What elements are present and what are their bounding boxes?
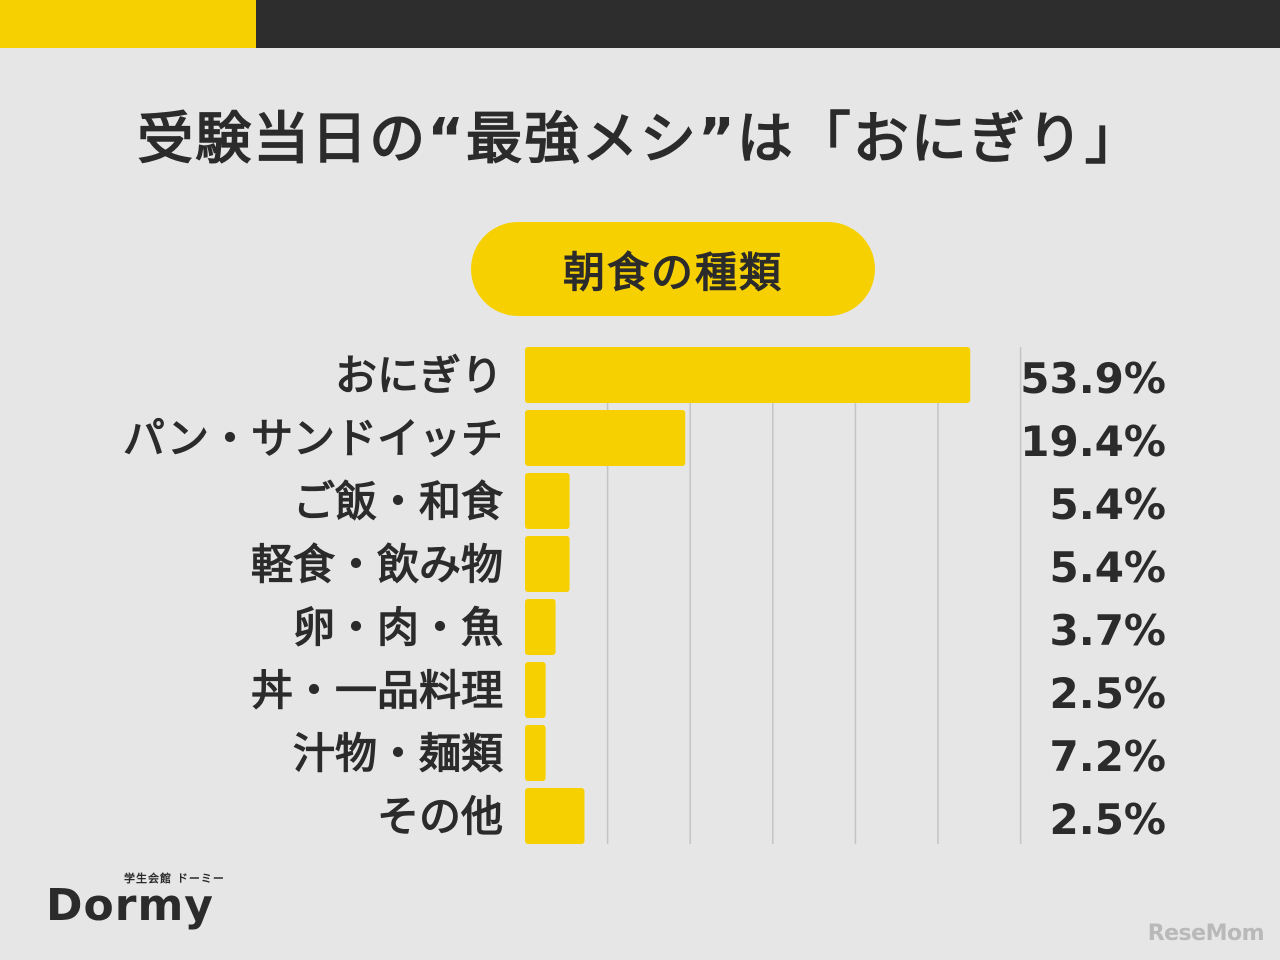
bar [525, 410, 686, 466]
value-label: 5.4% [1050, 543, 1166, 592]
logo-text: Dormy [46, 880, 214, 931]
dormy-logo: 学生会館 ドーミー Dormy [46, 870, 246, 940]
logo-subtext: 学生会館 ドーミー [124, 872, 225, 885]
category-label: その他 [377, 792, 503, 841]
bar [525, 662, 546, 718]
bar-layer [525, 347, 971, 844]
bar [525, 473, 570, 529]
value-label: 3.7% [1050, 606, 1166, 655]
bar [525, 788, 585, 844]
bar [525, 347, 971, 403]
category-label: パン・サンドイッチ [123, 414, 503, 463]
top-accent [0, 0, 256, 48]
value-label: 2.5% [1050, 795, 1166, 844]
bar [525, 599, 556, 655]
label-layer: おにぎりパン・サンドイッチご飯・和食軽食・飲み物卵・肉・魚丼・一品料理汁物・麺類… [123, 351, 504, 841]
category-label: おにぎり [335, 351, 503, 400]
value-label: 2.5% [1050, 669, 1166, 718]
value-layer: 53.9% 19.4% 5.4% 5.4% 3.7% 2.5% 7.2% 2.5% [1020, 354, 1166, 844]
bar [525, 536, 570, 592]
category-label: 卵・肉・魚 [293, 603, 503, 652]
category-label: 汁物・麺類 [293, 729, 504, 778]
chart-title: 朝食の種類 [471, 222, 875, 316]
category-label: 軽食・飲み物 [251, 540, 503, 589]
value-label: 19.4% [1020, 417, 1166, 466]
page-title: 受験当日の“最強メシ”は「おにぎり」 [137, 107, 1143, 172]
category-label: ご飯・和食 [293, 477, 504, 526]
value-label: 5.4% [1050, 480, 1166, 529]
grid-layer [606, 347, 1022, 844]
value-label: 53.9% [1020, 354, 1166, 403]
resemom-watermark: ReseMom [1147, 921, 1265, 946]
category-label: 丼・一品料理 [251, 666, 503, 715]
bar [525, 725, 546, 781]
value-label: 7.2% [1050, 732, 1166, 781]
